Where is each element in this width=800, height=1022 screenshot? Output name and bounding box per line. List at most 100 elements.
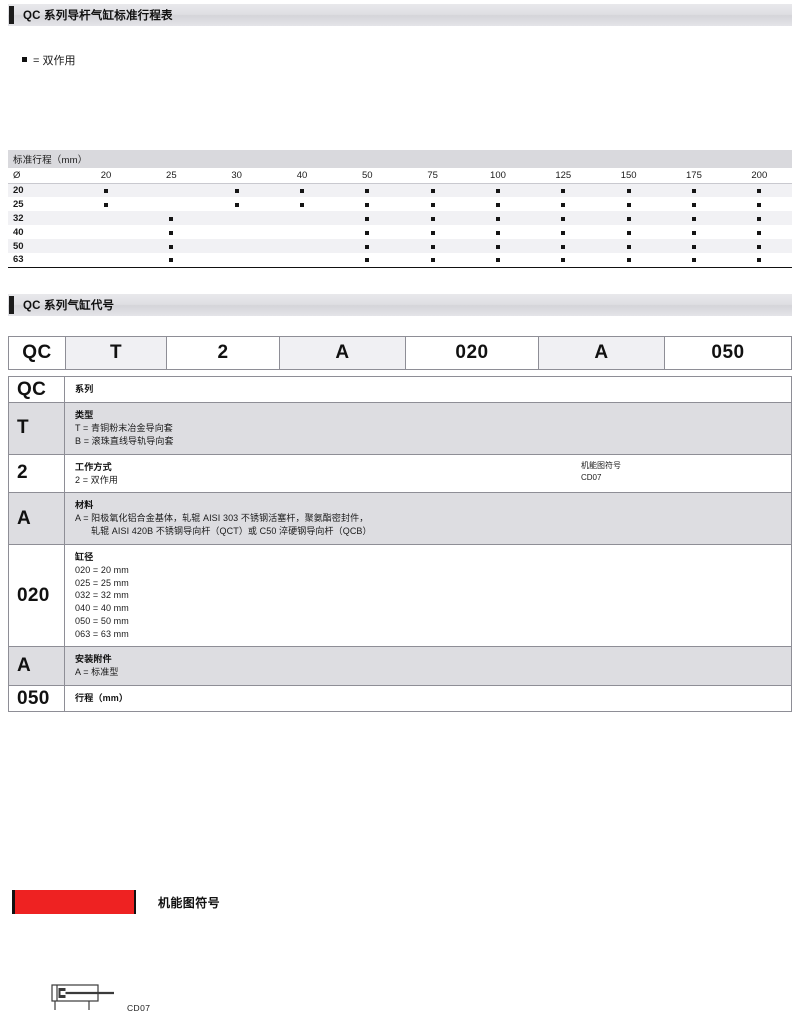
stroke-cell-25-30 [204,197,269,211]
square-marker-icon [561,202,566,207]
symbol-banner: 机能图符号 [12,890,220,914]
square-marker-icon [757,202,762,207]
stroke-cell-50-100 [465,239,531,253]
stroke-cell-63-175 [661,253,727,268]
description-row-a: A 材料 A = 阳极氧化铝合金基体，轧辊 AISI 303 不锈钢活塞杆，聚氨酯密… [9,492,791,544]
description-key: 050 [9,686,65,712]
description-key: QC [9,377,65,402]
column-header-stroke-100: 100 [465,168,531,184]
square-marker-icon [495,230,500,235]
square-marker-icon [169,230,174,235]
square-marker-icon [691,202,696,207]
square-marker-icon [757,188,762,193]
stroke-cell-25-20 [73,197,138,211]
stroke-cell-32-50 [334,211,400,225]
stroke-cell-63-125 [530,253,596,268]
description-key: 020 [9,544,65,647]
double-acting-cylinder-symbol-icon [51,984,114,1010]
description-title: 工作方式 [75,461,112,472]
side-note-value: CD07 [581,472,602,482]
column-header-stroke-175: 175 [661,168,727,184]
section-accent-bar [9,6,14,24]
stroke-cell-20-30 [203,183,270,197]
square-marker-icon [430,258,435,263]
stroke-cell-40-150 [596,225,661,239]
description-line: 025 = 25 mm [75,577,129,588]
description-key: A [9,647,65,686]
square-marker-icon [234,202,239,207]
stroke-cell-50-175 [661,239,727,253]
square-marker-icon [626,230,631,235]
description-body: 行程（mm） [65,686,791,711]
bore-label-20: 20 [8,183,74,197]
section-header-order-code: QC 系列气缸代号 [8,294,792,316]
stroke-cell-40-125 [531,225,596,239]
stroke-cell-25-75 [400,197,465,211]
square-marker-icon [365,244,370,249]
column-header-stroke-150: 150 [595,168,662,184]
column-header-stroke-200: 200 [726,168,792,184]
description-line: T = 青铜粉末冶金导向套 [75,423,173,433]
stroke-cell-25-125 [531,197,596,211]
stroke-cell-63-50 [334,253,400,268]
description-title: 类型 [75,410,94,420]
stroke-cell-32-30 [203,211,270,225]
square-marker-icon [561,188,566,193]
square-marker-icon [626,244,631,249]
description-body: 缸径 020 = 20 mm 025 = 25 mm 032 = 32 mm 040 =… [65,545,791,647]
stroke-cell-32-125 [530,211,596,225]
square-marker-icon [561,244,566,249]
stroke-cell-40-25 [139,225,204,239]
square-marker-icon [626,188,631,193]
column-header-bore: Ø [8,168,74,184]
stroke-cell-40-30 [204,225,269,239]
square-marker-icon [691,230,696,235]
square-marker-icon [495,188,500,193]
square-marker-icon [691,258,696,263]
description-title: 系列 [75,384,94,394]
bore-label-32: 32 [8,211,74,225]
stroke-cell-20-150 [595,183,662,197]
stroke-cell-50-50 [334,239,400,253]
stroke-table-body: 标准行程（mm） Ø 20 25 30 40 50 75 100 125 150 175 200 2… [8,150,792,268]
square-marker-icon [234,188,239,193]
stroke-cell-20-200 [726,183,792,197]
stroke-cell-50-200 [726,239,792,253]
stroke-table-row: 40 [8,225,792,239]
square-marker-icon [561,216,566,221]
stroke-cell-32-200 [726,211,792,225]
stroke-table-row: 63 [8,253,792,268]
description-line: B = 滚珠直线导轨导向套 [75,435,174,446]
stroke-cell-32-175 [661,211,727,225]
column-header-stroke-25: 25 [138,168,204,184]
stroke-cell-32-25 [138,211,204,225]
stroke-cell-32-40 [269,211,335,225]
stroke-cell-40-175 [661,225,726,239]
description-line: 050 = 50 mm [75,615,129,626]
stroke-cell-50-30 [203,239,270,253]
stroke-cell-20-125 [530,183,596,197]
stroke-cell-20-25 [138,183,204,197]
square-marker-icon [495,216,500,221]
order-code-description-table: QC 系列 T 类型 T = 青铜粉末冶金导向套 B = 滚珠直线导轨导向套 2 工作方式 2 … [8,376,792,713]
stroke-table-column-header-row: Ø 20 25 30 40 50 75 100 125 150 175 200 [8,168,792,184]
stroke-cell-50-75 [399,239,466,253]
stroke-cell-25-40 [269,197,334,211]
square-marker-icon [495,258,500,263]
stroke-cell-63-25 [138,253,204,268]
section-title-code: QC 系列气缸代号 [23,300,115,312]
column-header-stroke-50: 50 [334,168,400,184]
stroke-cell-20-40 [269,183,335,197]
square-marker-icon [299,188,304,193]
order-code-cell-7: 050 [665,337,791,369]
stroke-cell-25-100 [465,197,530,211]
order-code-cell-3: 2 [167,337,280,369]
square-marker-icon [365,216,370,221]
stroke-cell-32-150 [595,211,662,225]
description-line: A = 阳极氧化铝合金基体，轧辊 AISI 303 不锈钢活塞杆，聚氨酯密封件， [75,513,369,524]
square-marker-icon [299,202,304,207]
stroke-cell-40-200 [727,225,792,239]
square-marker-icon [691,244,696,249]
description-line: A = 标准型 [75,667,119,678]
square-marker-icon [757,216,762,221]
